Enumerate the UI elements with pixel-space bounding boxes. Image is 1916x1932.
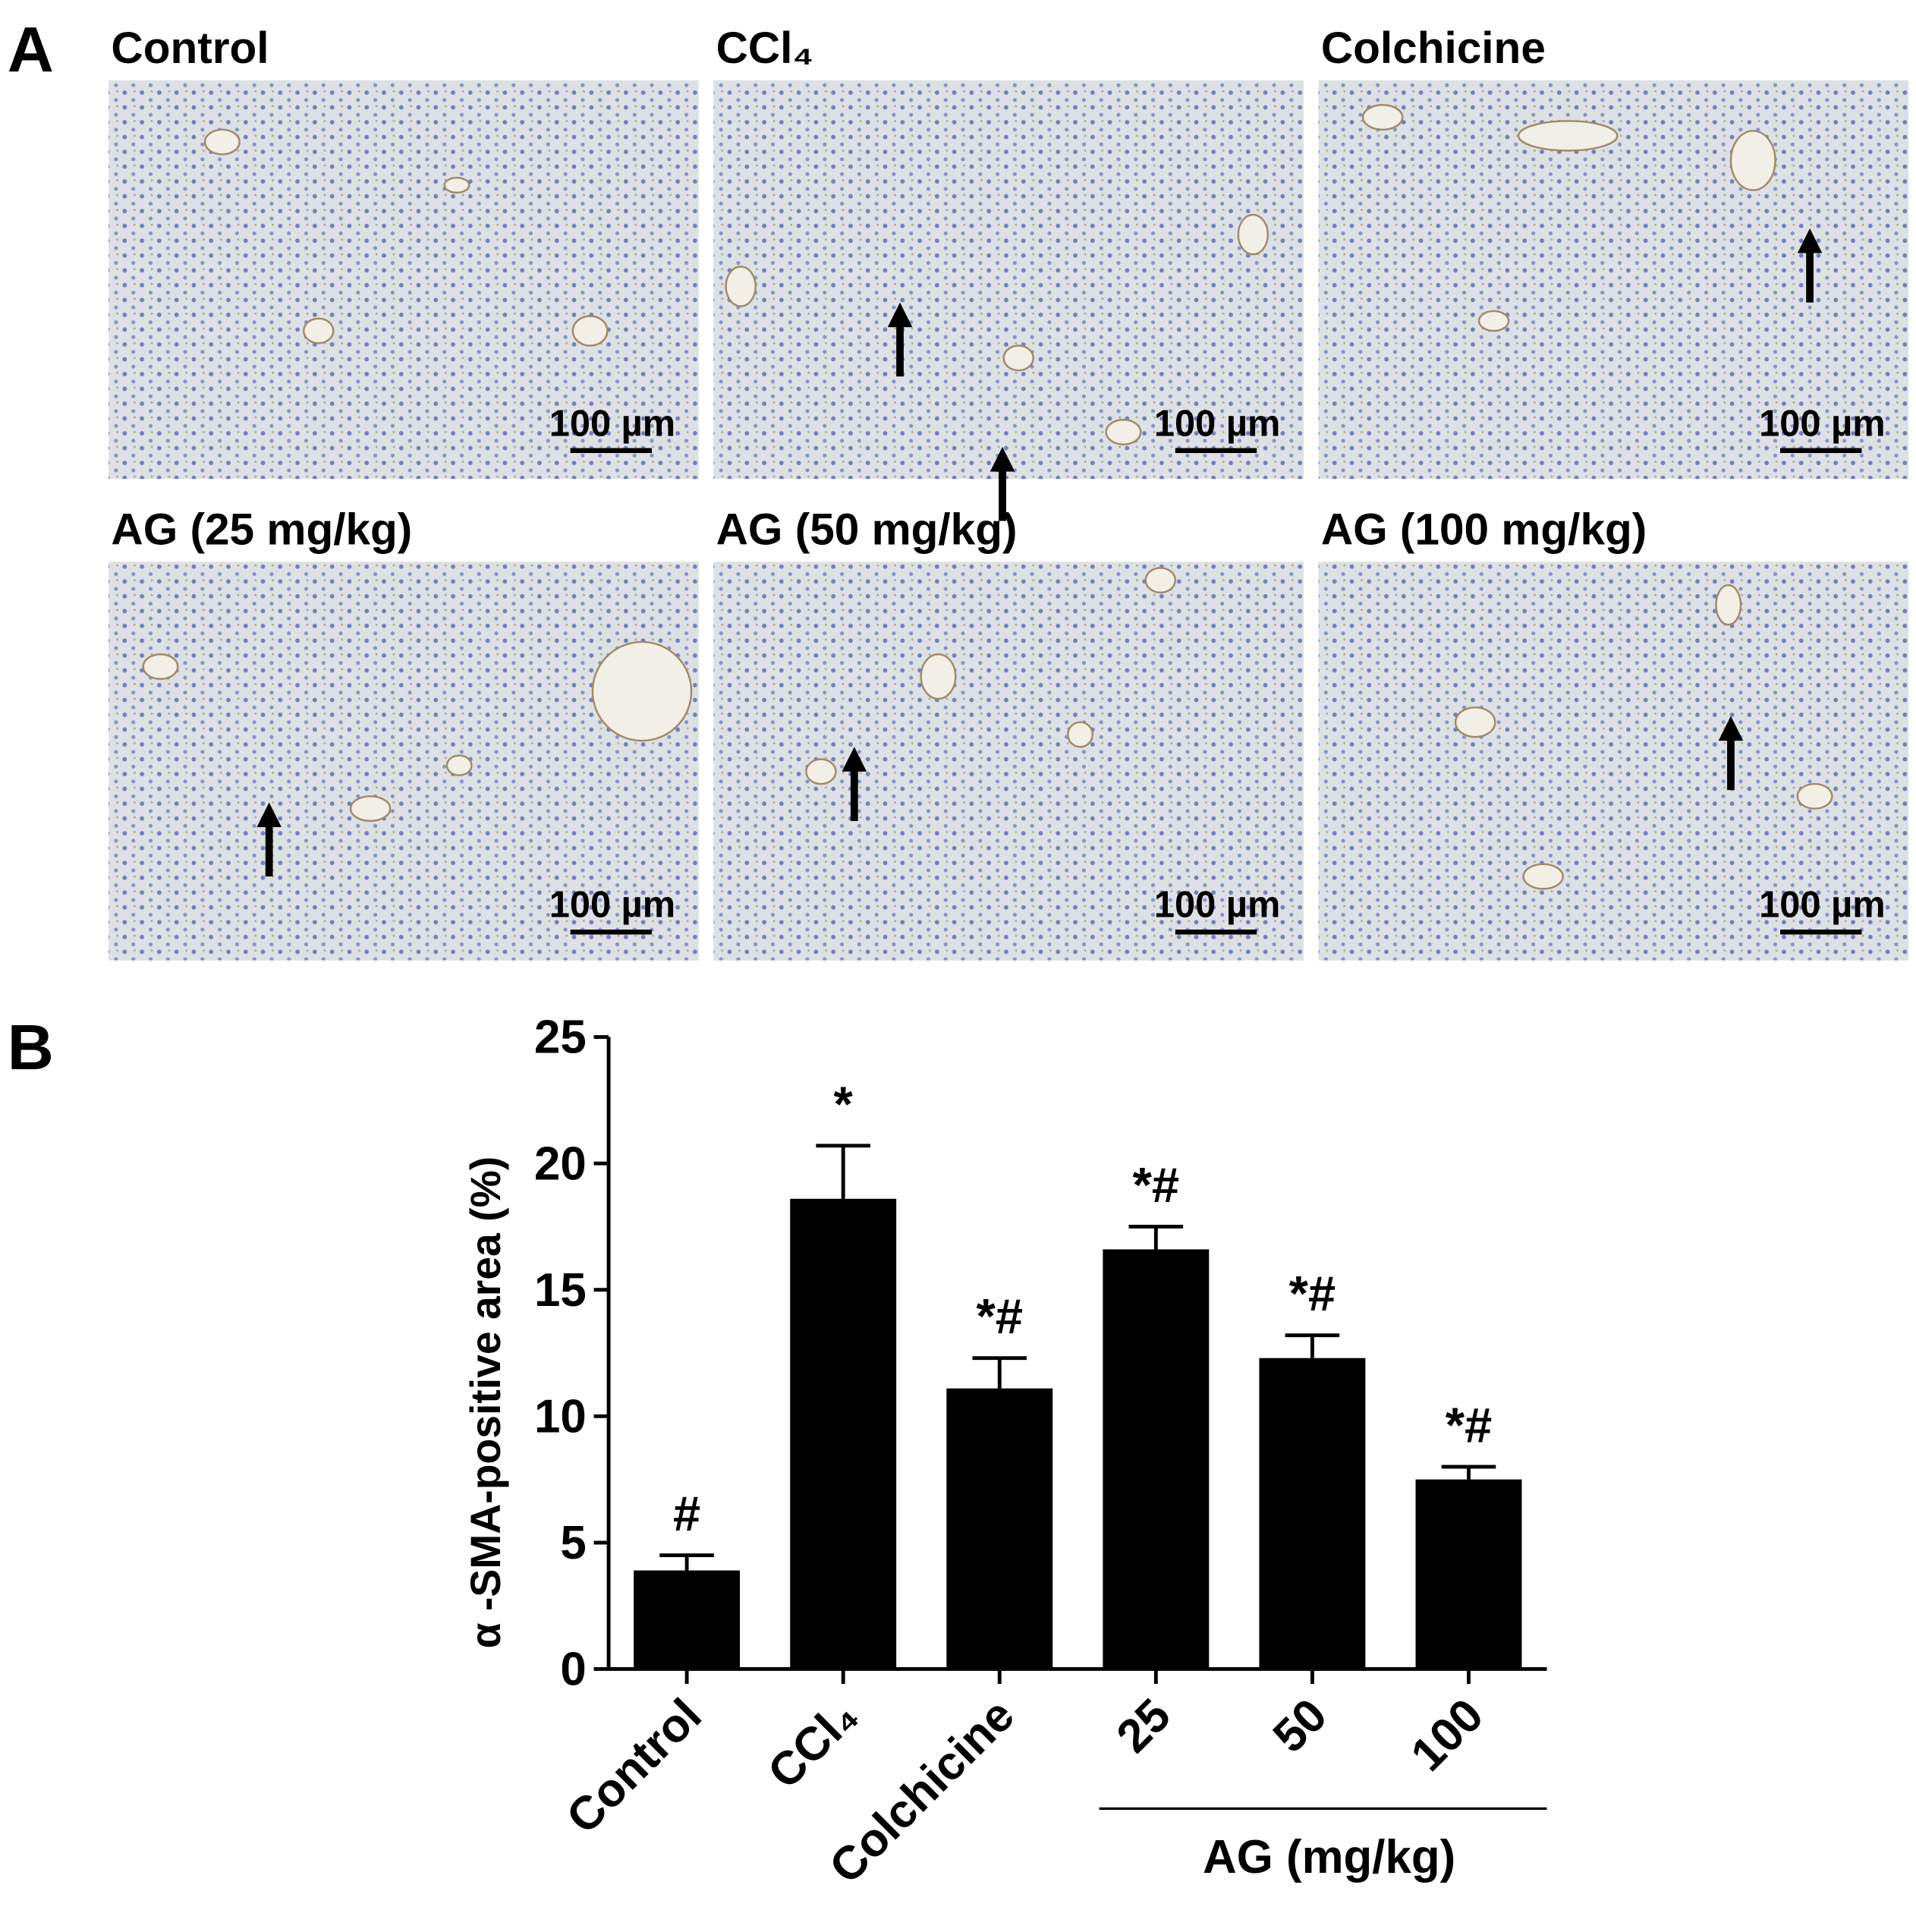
x-tick-label: Control xyxy=(557,1689,712,1844)
arrow-head xyxy=(887,302,913,328)
significance-label: *# xyxy=(1446,1397,1493,1452)
scale-bar-label: 100 µm xyxy=(1759,403,1885,444)
significance-label: * xyxy=(834,1076,854,1131)
bar xyxy=(946,1388,1053,1669)
vessel xyxy=(805,758,837,785)
bar xyxy=(1259,1358,1366,1669)
panel-label: A xyxy=(8,13,54,85)
bar xyxy=(1103,1249,1210,1669)
arrow-head xyxy=(256,802,282,827)
x-tick-label: 100 xyxy=(1401,1689,1493,1782)
vessel xyxy=(1517,120,1619,152)
arrow-head xyxy=(842,747,867,772)
y-axis-label: α -SMA-positive area (%) xyxy=(462,1156,509,1649)
y-tick-label: 15 xyxy=(534,1264,587,1317)
arrow-head xyxy=(989,446,1015,472)
vessel xyxy=(1796,782,1833,810)
vessel xyxy=(1729,130,1776,191)
vessel xyxy=(142,653,179,680)
vessel xyxy=(303,317,335,345)
arrow-head xyxy=(1797,228,1823,253)
group-label: AG (mg/kg) xyxy=(1203,1831,1455,1883)
micrograph xyxy=(109,562,699,961)
scale-bar-label: 100 µm xyxy=(1154,885,1280,926)
significance-label: *# xyxy=(977,1289,1024,1344)
significance-label: *# xyxy=(1289,1266,1336,1321)
x-tick-label: CCl₄ xyxy=(758,1689,868,1799)
image-title: AG (100 mg/kg) xyxy=(1321,505,1647,554)
micrograph xyxy=(1318,562,1909,961)
vessel xyxy=(920,653,957,700)
image-title: Control xyxy=(111,24,269,73)
image-title: Colchicine xyxy=(1321,24,1546,73)
bar xyxy=(1415,1479,1522,1669)
x-tick-label: 50 xyxy=(1263,1689,1337,1763)
image-title: AG (25 mg/kg) xyxy=(111,505,412,554)
vessel xyxy=(1361,104,1404,131)
scale-bar-label: 100 µm xyxy=(549,885,675,926)
panel-label: B xyxy=(8,1011,54,1083)
vessel xyxy=(1237,213,1269,256)
vessel xyxy=(349,795,392,823)
vessel xyxy=(571,315,609,347)
y-tick-label: 0 xyxy=(560,1644,586,1696)
arrow-head xyxy=(1718,716,1744,741)
vessel xyxy=(725,266,757,307)
vessel xyxy=(203,128,241,156)
vessel xyxy=(1522,863,1564,890)
vessel xyxy=(1715,584,1742,626)
bar xyxy=(634,1570,741,1669)
micrograph xyxy=(713,80,1304,480)
scale-bar-label: 100 µm xyxy=(549,403,675,444)
bar xyxy=(790,1198,897,1669)
vessel xyxy=(445,754,473,776)
x-tick-label: 25 xyxy=(1107,1689,1181,1763)
scale-bar-label: 100 µm xyxy=(1154,403,1280,444)
significance-label: # xyxy=(673,1486,700,1541)
vessel xyxy=(591,640,693,742)
y-tick-label: 10 xyxy=(534,1390,587,1443)
scale-bar-label: 100 µm xyxy=(1759,885,1885,926)
vessel xyxy=(1454,706,1496,738)
y-tick-label: 25 xyxy=(534,1012,587,1064)
image-title: AG (50 mg/kg) xyxy=(716,505,1018,554)
y-tick-label: 5 xyxy=(560,1517,586,1569)
vessel xyxy=(443,177,470,194)
significance-label: *# xyxy=(1133,1157,1180,1213)
vessel xyxy=(1144,567,1177,594)
vessel xyxy=(1067,721,1094,748)
image-title: CCl₄ xyxy=(716,24,814,73)
vessel xyxy=(1477,310,1510,332)
y-tick-label: 20 xyxy=(534,1137,587,1190)
vessel xyxy=(1002,345,1034,372)
vessel xyxy=(1105,418,1142,445)
